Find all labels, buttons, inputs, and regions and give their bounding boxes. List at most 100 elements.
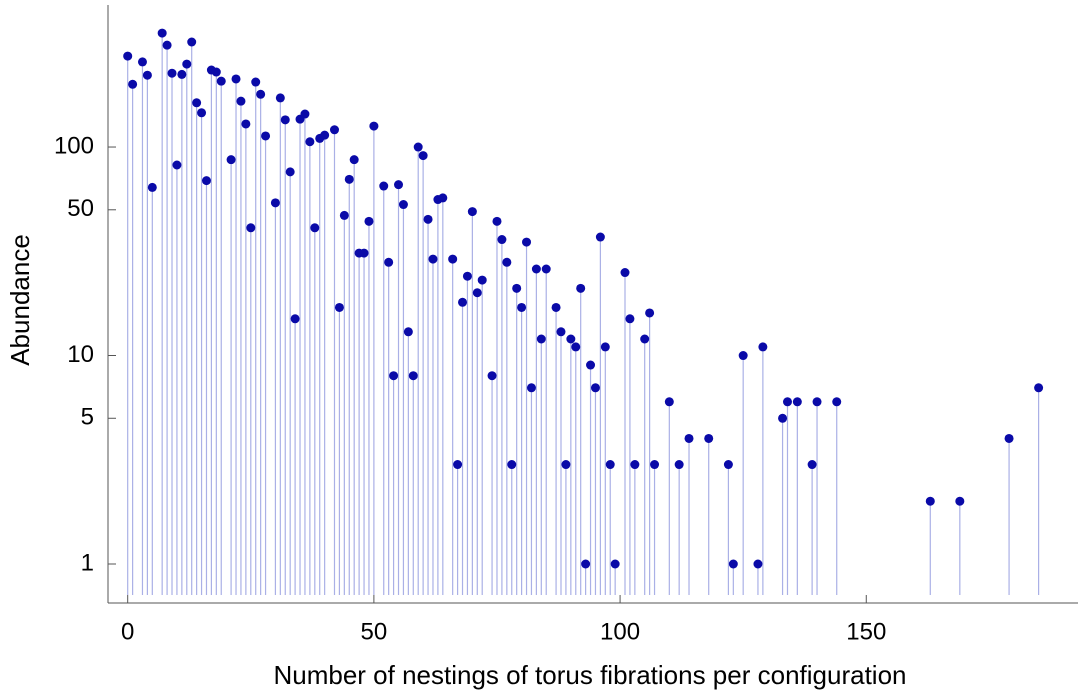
point xyxy=(832,397,842,407)
point xyxy=(650,460,660,470)
point xyxy=(187,37,197,47)
point xyxy=(290,314,300,324)
point xyxy=(684,433,694,443)
point xyxy=(197,108,207,118)
point xyxy=(418,151,428,161)
point xyxy=(369,121,379,131)
point xyxy=(738,351,748,361)
point xyxy=(428,254,438,264)
point xyxy=(379,181,389,191)
point xyxy=(581,559,591,569)
point xyxy=(226,155,236,165)
point xyxy=(600,342,610,352)
point xyxy=(792,397,802,407)
point xyxy=(610,559,620,569)
point xyxy=(704,433,714,443)
point xyxy=(246,223,256,233)
point xyxy=(211,67,221,77)
point xyxy=(645,308,655,318)
point xyxy=(497,235,507,245)
point xyxy=(531,264,541,274)
point xyxy=(522,237,532,247)
point xyxy=(512,283,522,293)
point xyxy=(674,460,684,470)
point xyxy=(182,59,192,69)
point xyxy=(167,68,177,78)
point xyxy=(251,77,261,87)
point xyxy=(389,371,399,381)
point xyxy=(403,327,413,337)
y-tick-label: 10 xyxy=(67,341,94,368)
point xyxy=(925,496,935,506)
point xyxy=(728,559,738,569)
point xyxy=(216,76,226,86)
point xyxy=(472,288,482,298)
point xyxy=(177,69,187,79)
point xyxy=(142,70,152,80)
point xyxy=(630,460,640,470)
point xyxy=(261,131,271,141)
point xyxy=(280,115,290,125)
point xyxy=(349,155,359,165)
point xyxy=(147,182,157,192)
point xyxy=(334,302,344,312)
point xyxy=(458,297,468,307)
point xyxy=(576,283,586,293)
point xyxy=(438,193,448,203)
x-tick-label: 150 xyxy=(846,618,886,645)
point xyxy=(172,160,182,170)
point xyxy=(753,559,763,569)
point xyxy=(423,214,433,224)
y-tick-label: 5 xyxy=(81,404,94,431)
point xyxy=(453,460,463,470)
point xyxy=(448,254,458,264)
point xyxy=(517,302,527,312)
point xyxy=(620,268,630,278)
point xyxy=(526,383,536,393)
point xyxy=(561,460,571,470)
point xyxy=(413,142,423,152)
point xyxy=(123,51,133,61)
point xyxy=(339,210,349,220)
x-tick-label: 50 xyxy=(361,618,388,645)
point xyxy=(128,79,138,89)
point xyxy=(394,180,404,190)
y-tick-label: 1 xyxy=(81,549,94,576)
point xyxy=(344,174,354,184)
point xyxy=(137,57,147,67)
point xyxy=(300,109,310,119)
point xyxy=(162,40,172,50)
point xyxy=(782,397,792,407)
y-tick-label: 100 xyxy=(54,132,94,159)
point xyxy=(812,397,822,407)
point xyxy=(192,98,202,108)
point xyxy=(359,248,369,258)
point xyxy=(408,371,418,381)
point xyxy=(364,216,374,226)
point xyxy=(664,397,674,407)
point xyxy=(320,130,330,140)
point xyxy=(275,93,285,103)
point xyxy=(467,207,477,217)
point xyxy=(329,125,339,135)
point xyxy=(462,271,472,281)
point xyxy=(492,216,502,226)
point xyxy=(586,360,596,370)
point xyxy=(551,302,561,312)
point xyxy=(305,137,315,147)
x-tick-label: 0 xyxy=(121,618,134,645)
point xyxy=(384,257,394,267)
point xyxy=(157,28,167,38)
point xyxy=(955,496,965,506)
point xyxy=(723,460,733,470)
x-tick-label: 100 xyxy=(600,618,640,645)
point xyxy=(241,119,251,129)
point xyxy=(1004,433,1014,443)
point xyxy=(625,314,635,324)
point xyxy=(487,371,497,381)
y-tick-label: 50 xyxy=(67,195,94,222)
point xyxy=(502,257,512,267)
point xyxy=(807,460,817,470)
point xyxy=(590,383,600,393)
